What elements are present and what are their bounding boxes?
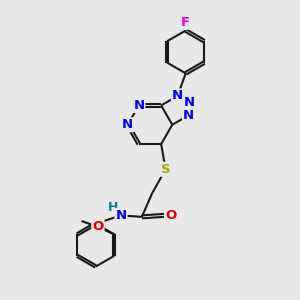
Text: O: O [165, 209, 176, 222]
Text: F: F [181, 16, 190, 29]
Text: N: N [183, 109, 194, 122]
Text: N: N [133, 99, 144, 112]
Text: N: N [116, 209, 127, 222]
Text: S: S [161, 163, 170, 176]
Text: N: N [183, 96, 194, 109]
Text: O: O [92, 220, 104, 233]
Text: N: N [122, 118, 133, 131]
Text: H: H [107, 201, 118, 214]
Text: N: N [172, 89, 183, 103]
